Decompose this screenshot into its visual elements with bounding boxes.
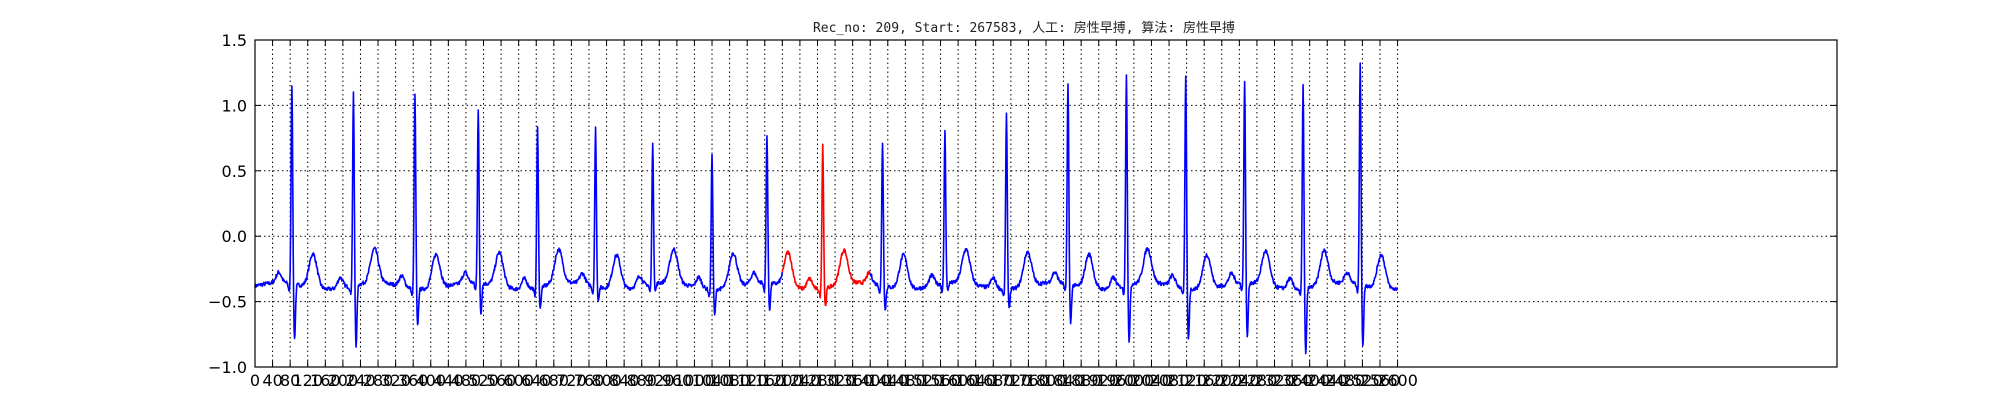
x-tick-label: 440 bbox=[433, 371, 464, 390]
x-tick-label: 800 bbox=[591, 371, 622, 390]
x-tick-label: 2560 bbox=[1360, 371, 1401, 390]
x-axis: 0 408012016020024028032036040044048052056… bbox=[250, 40, 1418, 390]
x-tick-label: 200 bbox=[328, 371, 359, 390]
x-tick-label: 680 bbox=[539, 371, 570, 390]
x-tick-label: 2320 bbox=[1254, 371, 1295, 390]
x-tick-label: 560 bbox=[486, 371, 517, 390]
y-tick-label: 0.5 bbox=[222, 162, 247, 181]
ecg-trace bbox=[254, 62, 1398, 355]
x-tick-label: 840 bbox=[609, 371, 640, 390]
chart-title: Rec_no: 209, Start: 267583, 人工: 房性早搏, 算法… bbox=[813, 20, 1235, 36]
x-tick-label: 1600 bbox=[938, 371, 979, 390]
x-tick-label: 1280 bbox=[797, 371, 838, 390]
x-tick-label: 1200 bbox=[762, 371, 803, 390]
x-tick-label: 2040 bbox=[1131, 371, 1172, 390]
x-tick-label: 160 bbox=[310, 371, 341, 390]
x-tick-label: 2160 bbox=[1184, 371, 1225, 390]
x-tick-label: 2240 bbox=[1219, 371, 1260, 390]
x-tick-label: 1920 bbox=[1078, 371, 1119, 390]
ecg-segment bbox=[869, 62, 1398, 355]
x-tick-label: 1480 bbox=[885, 371, 926, 390]
x-tick-label: 120 bbox=[292, 371, 323, 390]
x-tick-label: 2400 bbox=[1289, 371, 1330, 390]
x-tick-label: 80 bbox=[280, 371, 300, 390]
x-tick-label: 1000 bbox=[674, 371, 715, 390]
x-tick-label: 1680 bbox=[973, 371, 1014, 390]
x-tick-label: 2200 bbox=[1201, 371, 1242, 390]
x-tick-label: 960 bbox=[662, 371, 693, 390]
x-tick-label: 1240 bbox=[780, 371, 821, 390]
x-tick-label: 280 bbox=[363, 371, 394, 390]
x-tick-label: 1560 bbox=[920, 371, 961, 390]
x-tick-label: 2000 bbox=[1114, 371, 1155, 390]
x-tick-label: 1520 bbox=[903, 371, 944, 390]
y-axis: 1.5 1.0 0.5 0.0 −0.5 −1.0 bbox=[208, 31, 1837, 377]
x-tick-label: 640 bbox=[521, 371, 552, 390]
x-tick-label: 1880 bbox=[1061, 371, 1102, 390]
x-tick-label: 880 bbox=[626, 371, 657, 390]
x-tick-label: 480 bbox=[451, 371, 482, 390]
x-tick-label: 760 bbox=[574, 371, 605, 390]
x-tick-label: 2600 bbox=[1377, 371, 1418, 390]
x-tick-label: 2120 bbox=[1166, 371, 1207, 390]
x-tick-label: 1320 bbox=[815, 371, 856, 390]
x-tick-label: 2280 bbox=[1237, 371, 1278, 390]
x-tick-label: 600 bbox=[503, 371, 534, 390]
grid bbox=[255, 40, 1837, 367]
x-tick-label: 360 bbox=[398, 371, 429, 390]
x-tick-label: 1400 bbox=[850, 371, 891, 390]
x-tick-label: 2520 bbox=[1342, 371, 1383, 390]
x-tick-label: 1080 bbox=[709, 371, 750, 390]
y-tick-label: 1.0 bbox=[222, 96, 247, 115]
y-tick-label: 1.5 bbox=[222, 31, 247, 50]
x-tick-label: 240 bbox=[345, 371, 376, 390]
x-tick-label: 1720 bbox=[990, 371, 1031, 390]
x-tick-label: 1040 bbox=[692, 371, 733, 390]
x-tick-label: 1960 bbox=[1096, 371, 1137, 390]
x-tick-label: 2480 bbox=[1324, 371, 1365, 390]
ecg-segment-highlight bbox=[781, 143, 871, 307]
x-tick-label: 2080 bbox=[1149, 371, 1190, 390]
x-tick-label: 1640 bbox=[955, 371, 996, 390]
y-tick-label: −0.5 bbox=[208, 293, 247, 312]
x-tick-label: 2360 bbox=[1272, 371, 1313, 390]
x-tick-label: 40 bbox=[262, 371, 282, 390]
x-tick-label: 1360 bbox=[832, 371, 873, 390]
x-tick-label: 320 bbox=[380, 371, 411, 390]
y-tick-label: −1.0 bbox=[208, 358, 247, 377]
x-tick-label: 720 bbox=[556, 371, 587, 390]
x-tick-label: 400 bbox=[416, 371, 447, 390]
x-tick-label: 2440 bbox=[1307, 371, 1348, 390]
x-tick-label: 1160 bbox=[744, 371, 785, 390]
x-tick-label: 1120 bbox=[727, 371, 768, 390]
x-tick-label: 520 bbox=[468, 371, 499, 390]
x-tick-label: 1440 bbox=[867, 371, 908, 390]
x-tick-label: 1800 bbox=[1026, 371, 1067, 390]
ecg-segment bbox=[254, 85, 784, 348]
x-tick-label: 1840 bbox=[1043, 371, 1084, 390]
x-tick-label: 920 bbox=[644, 371, 675, 390]
x-tick-label: 0 bbox=[250, 371, 260, 390]
x-tick-label: 1760 bbox=[1008, 371, 1049, 390]
y-tick-label: 0.0 bbox=[222, 227, 247, 246]
